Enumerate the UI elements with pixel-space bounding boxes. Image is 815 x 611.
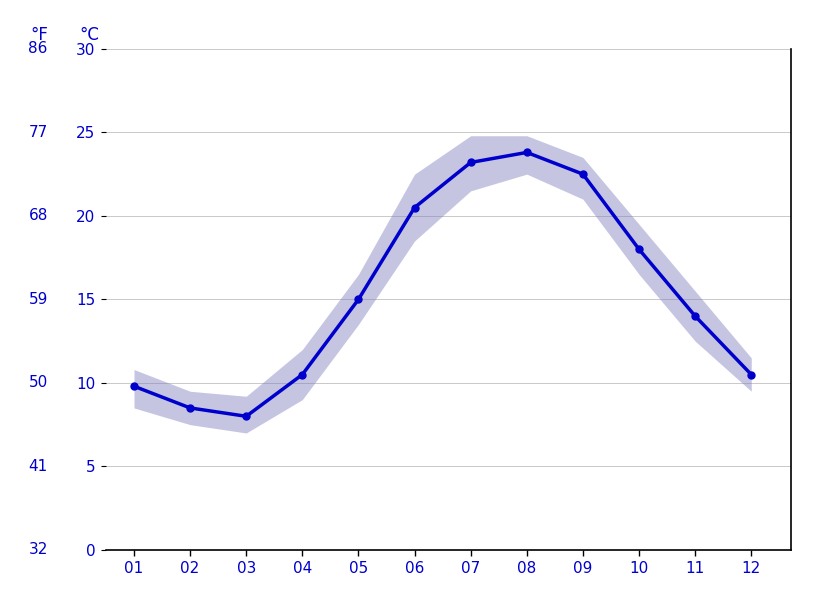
Text: 50: 50	[29, 375, 48, 390]
Text: 68: 68	[29, 208, 48, 224]
Text: °F: °F	[30, 26, 48, 44]
Text: 77: 77	[29, 125, 48, 140]
Text: 86: 86	[29, 42, 48, 56]
Text: °C: °C	[79, 26, 99, 44]
Text: 32: 32	[29, 543, 48, 557]
Text: 41: 41	[29, 459, 48, 474]
Text: 59: 59	[29, 292, 48, 307]
